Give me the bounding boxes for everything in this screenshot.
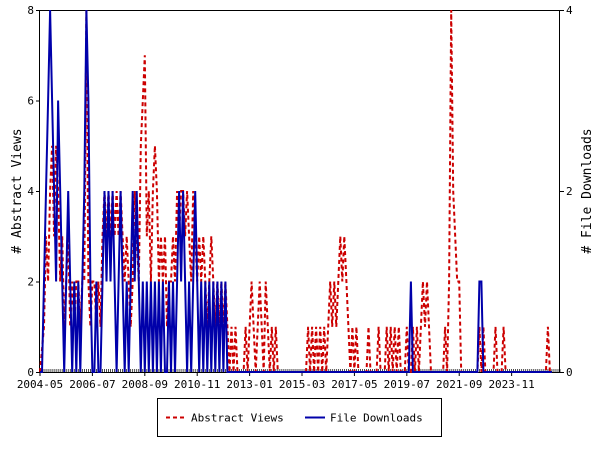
left-tick-label: 6 <box>27 95 34 108</box>
left-tick-label: 4 <box>27 185 34 198</box>
series-lines <box>39 9 552 373</box>
series-line-abstract-views <box>39 9 552 373</box>
legend-label-abstract-views: Abstract Views <box>191 412 284 425</box>
right-axis-label: # File Downloads <box>580 128 595 253</box>
left-tick-label: 8 <box>27 4 34 17</box>
x-tick-label: 2015-03 <box>279 378 325 391</box>
right-tick-label: 2 <box>566 185 573 198</box>
x-tick-label: 2019-07 <box>384 378 430 391</box>
x-tick-label: 2010-11 <box>174 378 220 391</box>
legend: Abstract Views File Downloads <box>157 398 442 437</box>
series-line-file-downloads <box>40 9 552 373</box>
right-tick-label: 0 <box>566 366 573 379</box>
x-tick-label: 2006-07 <box>69 378 115 391</box>
legend-box <box>157 398 442 437</box>
left-tick-label: 0 <box>27 366 34 379</box>
x-tick-label: 2023-11 <box>488 378 534 391</box>
left-tick-label: 2 <box>27 276 34 289</box>
right-axis-ticks: 0 2 4 <box>560 4 573 379</box>
right-tick-label: 4 <box>566 4 573 17</box>
x-tick-label: 2008-09 <box>122 378 168 391</box>
x-tick-label: 2021-09 <box>436 378 482 391</box>
left-axis-label: # Abstract Views <box>10 128 25 253</box>
legend-label-file-downloads: File Downloads <box>330 412 423 425</box>
x-tick-label: 2017-05 <box>331 378 377 391</box>
x-tick-label: 2013-01 <box>226 378 272 391</box>
x-tick-label: 2004-05 <box>17 378 63 391</box>
left-axis-ticks: 0 2 4 6 8 <box>27 4 40 379</box>
